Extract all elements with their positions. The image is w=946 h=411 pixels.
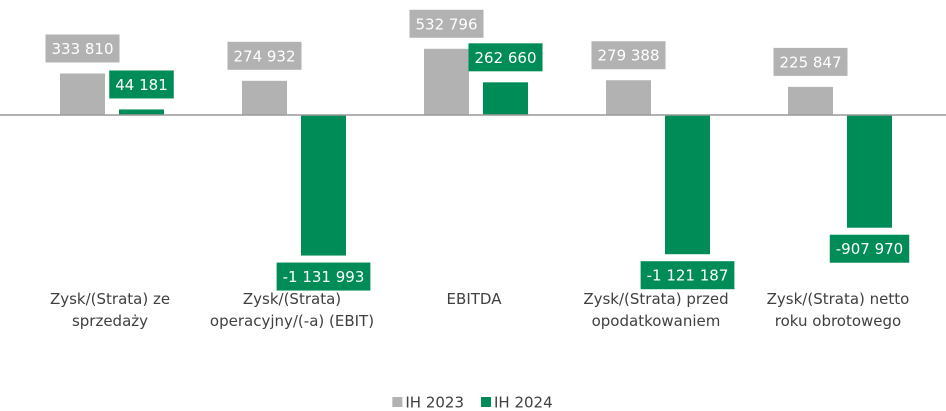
value-label-box <box>591 41 666 70</box>
value-label-box <box>109 70 174 99</box>
value-label-box <box>829 234 910 263</box>
value-label-box <box>640 261 735 290</box>
x-tick-label: Zysk/(Strata) przed opodatkowaniem <box>583 290 729 330</box>
value-label-box <box>468 43 543 72</box>
bar <box>665 114 710 255</box>
bar <box>242 80 287 115</box>
bar <box>60 73 105 115</box>
value-label: 532 796 <box>415 15 477 33</box>
value-label: 262 660 <box>474 49 536 67</box>
value-label: -1 121 187 <box>647 267 729 285</box>
value-label: 279 388 <box>597 47 659 65</box>
bar <box>424 48 469 115</box>
x-tick-label: Zysk/(Strata) operacyjny/(-a) (EBIT) <box>209 290 375 330</box>
bar <box>847 114 892 228</box>
value-label-box <box>409 9 484 38</box>
value-label: 333 810 <box>51 40 113 58</box>
legend-swatch <box>392 397 403 407</box>
x-tick-label: Zysk/(Strata) ze sprzedaży <box>49 290 171 330</box>
value-label: -907 970 <box>836 240 903 258</box>
x-tick-label: Zysk/(Strata) netto roku obrotowego <box>766 290 910 330</box>
x-tick-label: EBITDA <box>446 290 502 308</box>
bar <box>119 109 164 115</box>
value-label-box <box>276 262 371 291</box>
bar <box>301 114 346 256</box>
value-label: -1 131 993 <box>283 268 365 286</box>
bar <box>483 82 528 115</box>
legend-label: IH 2023 <box>405 394 464 411</box>
bar <box>788 86 833 115</box>
bar <box>606 80 651 115</box>
value-label-box <box>227 41 302 70</box>
legend-swatch <box>481 397 491 407</box>
value-label-box <box>773 47 848 76</box>
value-label: 274 932 <box>233 47 295 65</box>
legend-label: IH 2024 <box>494 394 553 411</box>
value-label: 44 181 <box>115 76 168 94</box>
value-label-box <box>45 34 120 63</box>
value-label: 225 847 <box>779 53 841 71</box>
